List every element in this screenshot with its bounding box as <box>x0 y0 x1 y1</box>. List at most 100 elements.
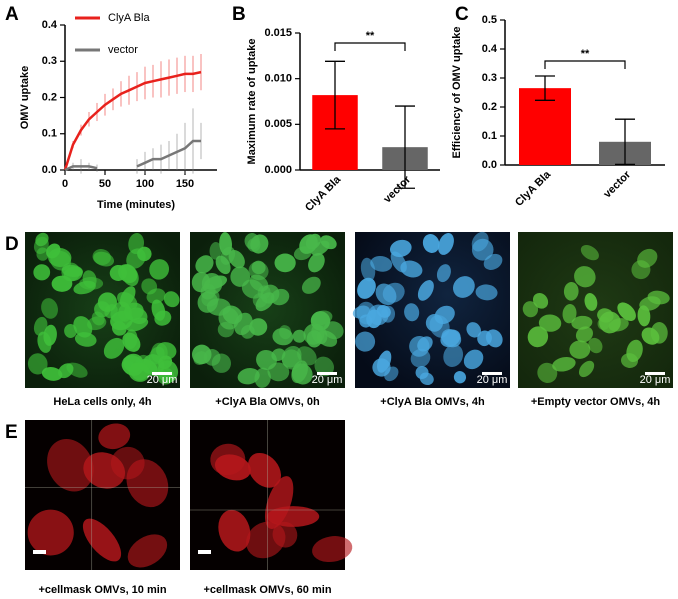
cell <box>219 232 232 256</box>
cell <box>410 348 431 368</box>
x-tick-label: vector <box>381 173 413 205</box>
cell <box>436 264 451 283</box>
cell <box>314 356 335 377</box>
micrograph <box>25 420 180 570</box>
x-tick-label: 100 <box>136 178 154 190</box>
cell <box>215 255 231 275</box>
series-line <box>63 70 202 171</box>
cell <box>47 438 94 492</box>
cell <box>98 423 131 450</box>
scale-bar <box>317 372 337 375</box>
cell <box>384 366 399 382</box>
y-tick-label: 0.005 <box>264 118 292 130</box>
cell <box>463 349 484 370</box>
significance-label: ** <box>581 48 590 60</box>
cell <box>574 266 596 288</box>
significance-bracket <box>334 42 406 51</box>
cell <box>578 360 595 378</box>
y-tick-label: 0.3 <box>482 72 497 84</box>
y-tick-label: 0.3 <box>42 55 57 67</box>
significance-bracket <box>544 60 626 69</box>
cell <box>617 302 636 321</box>
cell <box>641 327 660 345</box>
y-tick-label: 0.2 <box>42 91 57 103</box>
cell <box>163 291 180 308</box>
cell <box>293 246 312 261</box>
cell <box>355 331 376 352</box>
image-caption: +ClyA Bla OMVs, 0h <box>215 396 320 408</box>
cell <box>41 298 58 319</box>
micrograph: 20 μm <box>190 232 345 388</box>
cell <box>91 311 105 326</box>
cell <box>308 252 325 273</box>
micrograph: 20 μm <box>352 231 510 388</box>
significance-label: ** <box>366 30 375 42</box>
cell <box>453 371 467 384</box>
scale-bar-label: 20 μm <box>312 374 343 386</box>
cell <box>404 303 420 322</box>
cell <box>357 277 376 299</box>
y-axis-title: OMV uptake <box>19 66 31 130</box>
cell <box>66 362 88 378</box>
cell <box>197 291 218 313</box>
cell <box>562 303 577 324</box>
y-tick-label: 0.0 <box>482 159 497 171</box>
y-tick-label: 0.000 <box>264 164 292 176</box>
panel-letter: A <box>5 4 19 25</box>
x-axis-title: Time (minutes) <box>97 199 175 211</box>
scale-bar <box>33 550 46 554</box>
cell <box>272 521 298 548</box>
cell <box>191 344 212 365</box>
cell <box>41 367 63 381</box>
cell <box>249 274 269 292</box>
panel-letter: E <box>5 422 18 443</box>
cell <box>552 356 576 372</box>
cell <box>443 344 464 367</box>
cell <box>149 259 170 280</box>
cell <box>475 284 498 301</box>
x-tick-label: vector <box>601 168 633 200</box>
x-tick-label: ClyA Bla <box>513 168 554 209</box>
scale-bar <box>482 372 502 375</box>
cell <box>389 239 412 258</box>
cell <box>571 315 593 330</box>
micrograph: 20 μm <box>518 232 673 388</box>
y-tick-label: 0.5 <box>482 14 497 26</box>
cell <box>316 330 338 347</box>
cell <box>532 292 549 309</box>
y-tick-label: 0.2 <box>482 101 497 113</box>
scale-bar <box>645 372 665 375</box>
cell <box>419 372 434 386</box>
cell <box>122 332 141 352</box>
cell <box>146 288 166 304</box>
y-axis-title: Efficiency of OMV uptake <box>451 26 463 158</box>
cell <box>400 260 423 278</box>
image-caption: +ClyA Bla OMVs, 4h <box>380 396 485 408</box>
scale-bar-label: 20 μm <box>640 374 671 386</box>
cell <box>209 241 222 260</box>
cell <box>37 331 52 353</box>
legend-label: vector <box>108 44 138 56</box>
cell <box>156 367 175 385</box>
cell <box>580 245 599 261</box>
cell <box>82 518 122 562</box>
cell <box>218 509 251 552</box>
y-axis-title: Maximum rate of uptake <box>246 39 258 165</box>
x-tick-label: 0 <box>62 178 68 190</box>
cell <box>311 310 333 326</box>
cell <box>537 362 558 383</box>
cell <box>626 339 643 363</box>
y-tick-label: 0.1 <box>42 128 57 140</box>
cell <box>370 255 393 272</box>
cell <box>485 329 503 348</box>
cell <box>64 323 77 338</box>
y-tick-label: 0.4 <box>482 43 498 55</box>
cell <box>279 325 292 340</box>
cell <box>237 368 260 385</box>
cell <box>123 302 144 321</box>
x-tick-label: ClyA Bla <box>303 173 344 214</box>
y-tick-label: 0.010 <box>264 73 292 85</box>
cell <box>128 362 150 382</box>
y-tick-label: 0.4 <box>42 19 58 31</box>
scale-bar <box>152 372 172 375</box>
